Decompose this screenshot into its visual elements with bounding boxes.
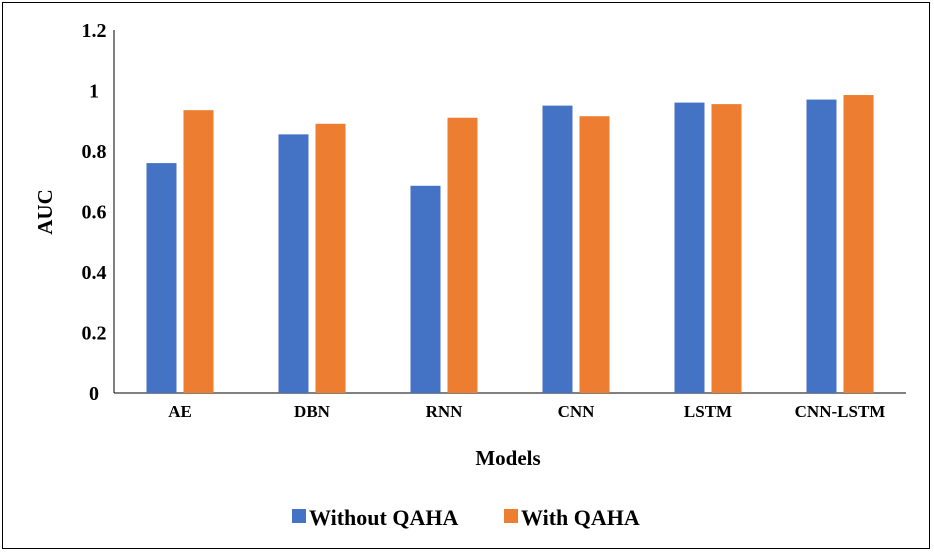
y-tick-label: 1.2 (82, 20, 107, 42)
bar-ae-with-qaha (183, 110, 214, 393)
x-axis-title: Models (475, 446, 540, 470)
x-tick-label: AE (168, 402, 192, 421)
y-axis-title: AUC (33, 189, 57, 235)
y-tick-label: 0.2 (82, 323, 107, 345)
bar-lstm-without-qaha (674, 102, 705, 393)
bar-dbn-with-qaha (315, 123, 346, 394)
x-tick-label: RNN (426, 402, 464, 421)
y-axis: 0 0.2 0.4 0.6 0.8 1 1.2 (82, 20, 906, 405)
x-axis-labels: AE DBN RNN CNN LSTM CNN-LSTM (168, 402, 885, 421)
y-tick-label: 0.8 (82, 141, 107, 163)
legend-swatch-without-qaha (292, 509, 306, 523)
bar-cnn-without-qaha (542, 105, 573, 393)
legend-label: With QAHA (521, 505, 640, 530)
bar-cnn-with-qaha (579, 116, 610, 394)
bar-dbn-without-qaha (278, 134, 309, 394)
bar-rnn-without-qaha (410, 185, 441, 393)
bar-rnn-with-qaha (447, 117, 478, 393)
x-tick-label: CNN (558, 402, 596, 421)
bar-lstm-with-qaha (711, 104, 742, 394)
y-tick-label: 0 (89, 383, 99, 405)
bars (146, 95, 874, 394)
x-tick-label: CNN-LSTM (795, 402, 886, 421)
y-tick-label: 0.4 (82, 262, 107, 284)
bar-cnn-lstm-with-qaha (843, 95, 874, 393)
legend-swatch-with-qaha (504, 509, 518, 523)
bar-ae-without-qaha (146, 163, 177, 393)
y-tick-label: 0.6 (82, 202, 107, 224)
x-tick-label: LSTM (684, 402, 732, 421)
legend: Without QAHA With QAHA (292, 505, 640, 530)
y-tick-label: 1 (89, 81, 99, 103)
x-tick-label: DBN (294, 402, 331, 421)
bar-cnn-lstm-without-qaha (806, 99, 837, 393)
legend-label: Without QAHA (309, 505, 458, 530)
